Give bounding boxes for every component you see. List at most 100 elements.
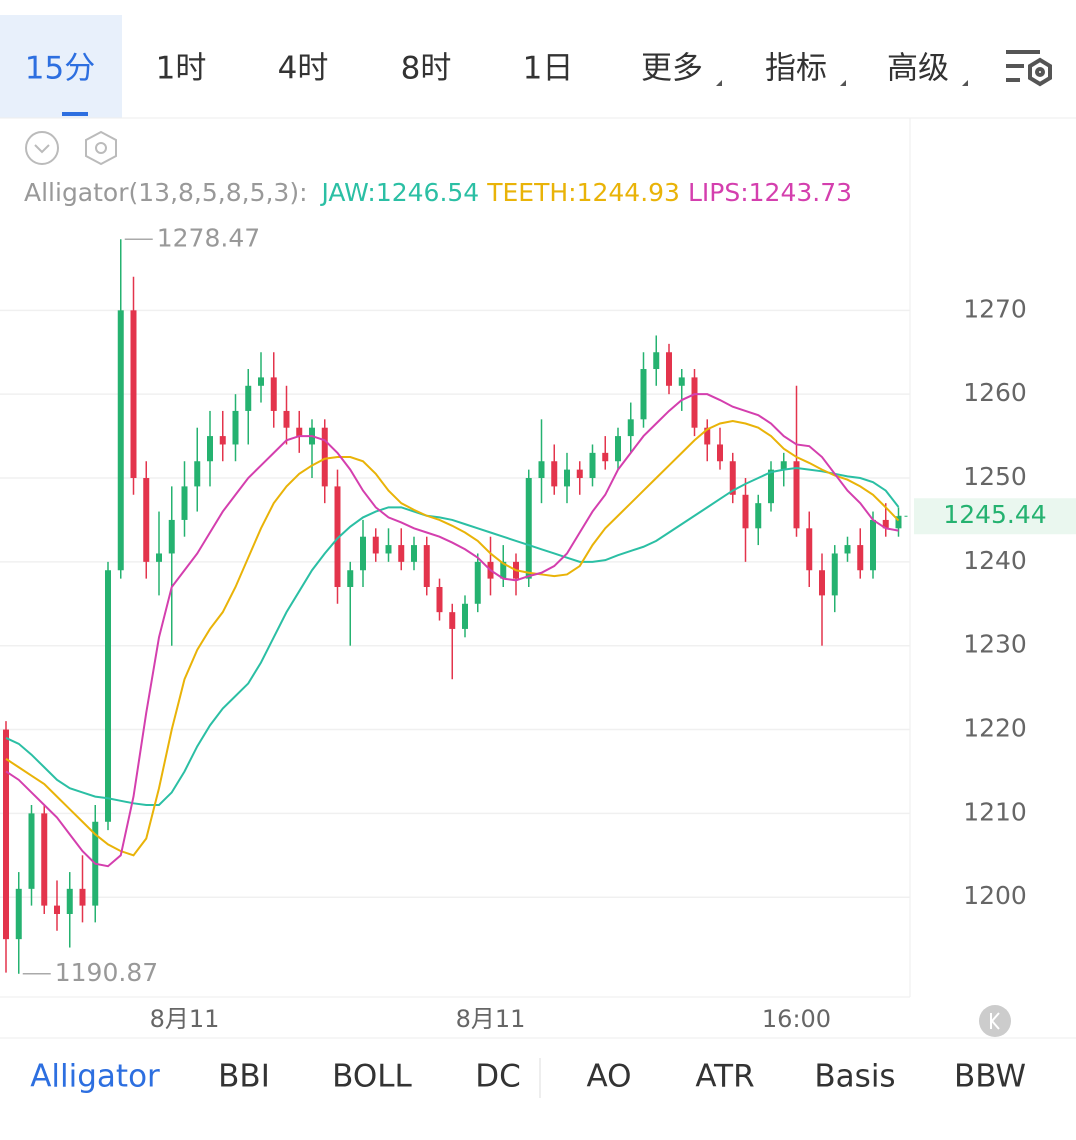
indicator-tab[interactable]: BBW [954,1059,1026,1095]
candle-body [117,310,124,571]
candle-body [143,478,150,562]
candle-body [857,545,864,571]
candle-body [3,729,9,940]
candle-body [691,377,698,428]
selected-tab-bg [0,15,122,118]
y-tick-label: 1250 [963,462,1027,491]
candle-body [780,461,787,470]
time-tab[interactable]: 1日 [523,51,574,87]
y-tick-label: 1200 [963,881,1027,910]
legend-name: TEETH: [486,178,576,207]
indicator-tab[interactable]: DC [475,1059,521,1095]
legend-value: 1244.93 [577,178,680,207]
candle-body [28,813,35,889]
x-tick-label: 16:00 [762,1005,831,1033]
candle-body [66,888,73,914]
candle-body [525,478,532,579]
candle-body [232,410,239,445]
candle-body [334,486,341,588]
candle-body [666,352,672,386]
candle-body [360,536,366,571]
y-tick-label: 1210 [963,797,1027,826]
candle-body [576,469,583,479]
candle-body [168,519,175,554]
candle-body [819,570,825,596]
time-tab[interactable]: 指标 [765,51,827,87]
candle-body [449,612,456,629]
time-tab[interactable]: 15分 [25,51,95,87]
x-tick-label: 8月11 [456,1005,526,1033]
collapse-icon[interactable] [25,131,59,165]
candle-body [602,452,609,462]
indicator-tab[interactable]: BBI [218,1059,270,1095]
candle-body [207,436,213,462]
candle-body [704,427,711,445]
candle-body [41,813,48,906]
alligator-line [5,419,900,857]
candle-body [372,536,379,554]
time-tab[interactable]: 更多 [641,51,703,87]
legend-name: JAW: [319,178,375,207]
dropdown-caret [962,80,968,86]
legend-name: LIPS: [688,178,749,207]
indicator-name: Alligator(13,8,5,8,5,3): [24,178,308,207]
candle-body [15,888,22,940]
candle-body [678,377,685,386]
candle-body [130,310,137,479]
candle-body [564,469,570,487]
time-tab[interactable]: 1时 [156,51,207,87]
settings-hex-icon[interactable] [85,130,117,166]
y-tick-label: 1230 [963,630,1027,659]
candle-body [245,385,252,411]
k-icon[interactable] [979,1005,1011,1037]
last-price-bg [914,498,1076,535]
candle-body [882,519,889,529]
extreme-label: 1190.87 [55,958,158,987]
settings-icon[interactable] [1006,50,1052,87]
candle-body [347,570,354,588]
candle-body [844,545,851,554]
candle-body [105,570,111,822]
candle-body [768,469,774,504]
indicator-tab[interactable]: Basis [814,1059,895,1095]
time-tab[interactable]: 高级 [887,51,949,87]
candle-body [615,436,621,462]
candle-body [742,494,749,529]
candle-body [717,444,723,462]
candle-body [411,545,417,562]
candle-body [895,516,902,529]
y-tick-label: 1270 [963,294,1027,323]
candle-body [79,888,86,906]
candle-body [500,561,507,579]
candle-body [270,377,277,411]
candle-body [54,905,60,914]
indicator-tab[interactable]: Alligator [30,1059,160,1095]
dropdown-caret [716,80,722,86]
y-tick-label: 1240 [963,546,1027,575]
candle-body [870,519,876,571]
candle-body [589,452,596,479]
candle-body [219,436,226,445]
extreme-label: 1278.47 [157,223,260,252]
selected-tab-underline [62,112,88,116]
candle-body [194,461,201,487]
y-tick-label: 1220 [963,714,1027,743]
indicator-tab[interactable]: AO [586,1059,631,1095]
candle-body [755,503,762,529]
indicator-tab[interactable]: BOLL [332,1059,412,1095]
candle-body [296,427,303,437]
legend-value: 1246.54 [376,178,479,207]
candle-body [423,545,430,588]
x-tick-label: 8月11 [150,1005,220,1033]
candle-body [653,352,660,370]
last-price-label: 1245.44 [943,500,1046,529]
time-tab[interactable]: 4时 [278,51,329,87]
candle-body [283,410,290,428]
candle-body [538,461,545,479]
candle-body [806,528,813,571]
candle-body [729,461,736,495]
indicator-tab[interactable]: ATR [695,1059,754,1095]
candle-body [793,461,800,529]
time-tab[interactable]: 8时 [401,51,452,87]
